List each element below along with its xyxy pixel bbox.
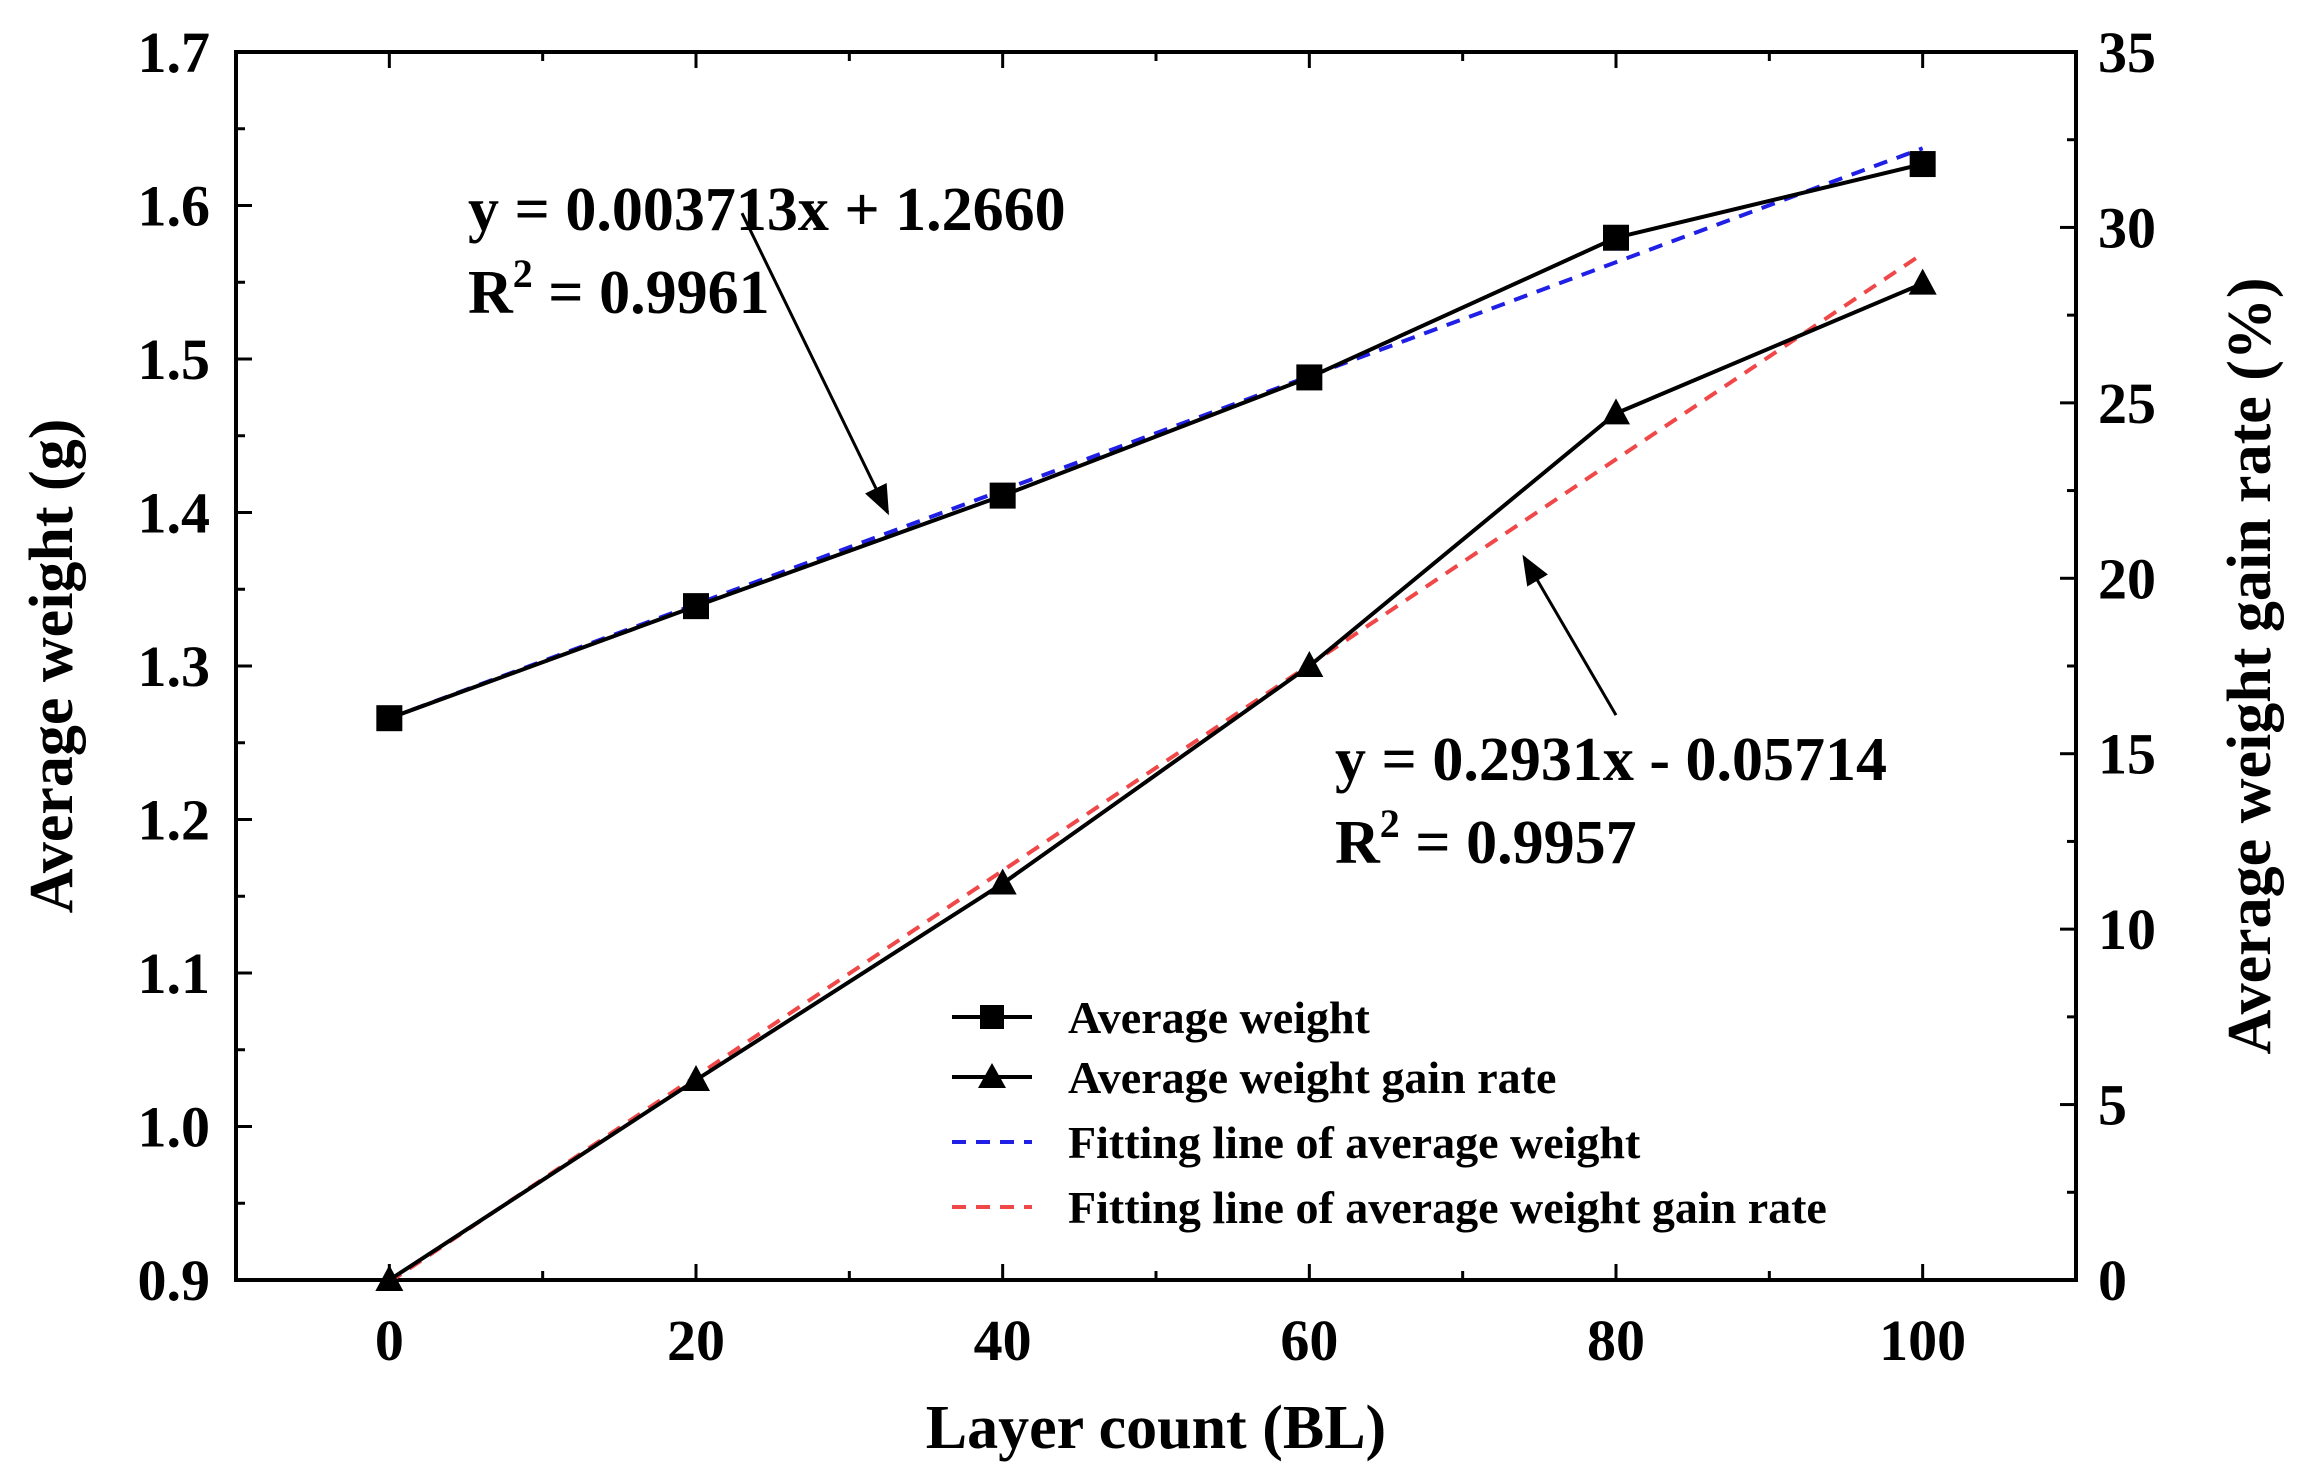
x-tick-label: 20 xyxy=(667,1308,725,1373)
markers-layer xyxy=(375,151,1937,1291)
ticks-layer: 0 20 40 60 80 100 0.9 1.0 1.1 1.2 1.3 1.4 1.5 1.6 1.7 0… xyxy=(138,20,2157,1373)
y2-tick-label: 0 xyxy=(2098,1248,2127,1313)
gain-rate-point xyxy=(1295,651,1324,677)
weight-fit-annotation: y = 0.003713x + 1.2660 R2 = 0.9961 xyxy=(468,176,1066,327)
y-tick-label: 1.0 xyxy=(138,1095,211,1160)
weight-fit-equation: y = 0.003713x + 1.2660 xyxy=(468,176,1066,244)
x-tick-label: 100 xyxy=(1879,1308,1966,1373)
y2-tick-label: 25 xyxy=(2098,371,2156,436)
legend-label-gain-fit: Fitting line of average weight gain rate xyxy=(1068,1182,1827,1233)
legend-label-weight-fit: Fitting line of average weight xyxy=(1068,1117,1641,1168)
y-tick-label: 1.2 xyxy=(138,788,211,853)
x-tick-label: 80 xyxy=(1587,1308,1645,1373)
legend-item-gain-fit: Fitting line of average weight gain rate xyxy=(952,1182,1827,1233)
legend-label-average-weight: Average weight xyxy=(1068,992,1371,1043)
legend-triangle-marker xyxy=(978,1063,1006,1088)
gain-rate-point xyxy=(375,1265,404,1291)
average-weight-line xyxy=(388,162,1924,721)
gain-fit-arrow xyxy=(1522,554,1618,716)
average-weight-point xyxy=(683,593,709,620)
average-weight-point xyxy=(1296,364,1323,391)
gain-fit-line xyxy=(388,251,1924,1284)
y-tick-label: 1.1 xyxy=(138,941,211,1006)
weight-fit-r2: R2 = 0.9961 xyxy=(468,251,770,327)
legend-item-average-weight: Average weight xyxy=(952,992,1371,1043)
y-tick-label: 1.7 xyxy=(138,20,211,85)
average-weight-point xyxy=(989,482,1016,509)
gain-fit-equation: y = 0.2931x - 0.05714 xyxy=(1335,726,1887,794)
y-tick-label: 1.3 xyxy=(138,634,211,699)
average-weight-point xyxy=(376,705,403,732)
y2-tick-label: 35 xyxy=(2098,20,2156,85)
gain-rate-line xyxy=(388,281,1924,1282)
y-tick-label: 1.6 xyxy=(138,174,211,239)
gain-rate-point xyxy=(1908,268,1937,295)
y2-tick-label: 20 xyxy=(2098,546,2156,611)
gain-fit-annotation: y = 0.2931x - 0.05714 R2 = 0.9957 xyxy=(1335,726,1887,877)
y2-axis-title: Average weight gain rate (%) xyxy=(2216,277,2284,1054)
x-tick-label: 60 xyxy=(1280,1308,1338,1373)
average-weight-point xyxy=(1909,151,1936,178)
x-tick-label: 0 xyxy=(375,1308,404,1373)
gain-rate-point xyxy=(988,868,1017,895)
legend-label-gain-rate: Average weight gain rate xyxy=(1068,1052,1556,1103)
x-tick-label: 40 xyxy=(974,1308,1032,1373)
y2-tick-label: 15 xyxy=(2098,722,2156,787)
y2-tick-label: 30 xyxy=(2098,195,2156,260)
gain-rate-point xyxy=(1602,398,1630,425)
series-layer xyxy=(388,162,1924,1282)
legend-square-marker xyxy=(980,1005,1004,1029)
gain-fit-r2: R2 = 0.9957 xyxy=(1335,801,1637,877)
legend-item-weight-fit: Fitting line of average weight xyxy=(952,1117,1641,1168)
gain-rate-point xyxy=(682,1065,710,1092)
y-tick-label: 1.5 xyxy=(138,327,211,392)
y2-tick-label: 5 xyxy=(2098,1073,2127,1138)
x-axis-title: Layer count (BL) xyxy=(926,1394,1386,1462)
average-weight-point xyxy=(1603,224,1629,251)
y-axis-title: Average weight (g) xyxy=(18,419,86,914)
y-tick-label: 1.4 xyxy=(138,481,211,546)
legend-item-gain-rate: Average weight gain rate xyxy=(952,1052,1556,1103)
weight-fit-arrow xyxy=(740,212,890,516)
annotation-arrows xyxy=(740,212,1618,716)
y2-tick-label: 10 xyxy=(2098,897,2156,962)
y-tick-label: 0.9 xyxy=(138,1248,211,1313)
legend: Average weight Average weight gain rate … xyxy=(952,992,1827,1233)
